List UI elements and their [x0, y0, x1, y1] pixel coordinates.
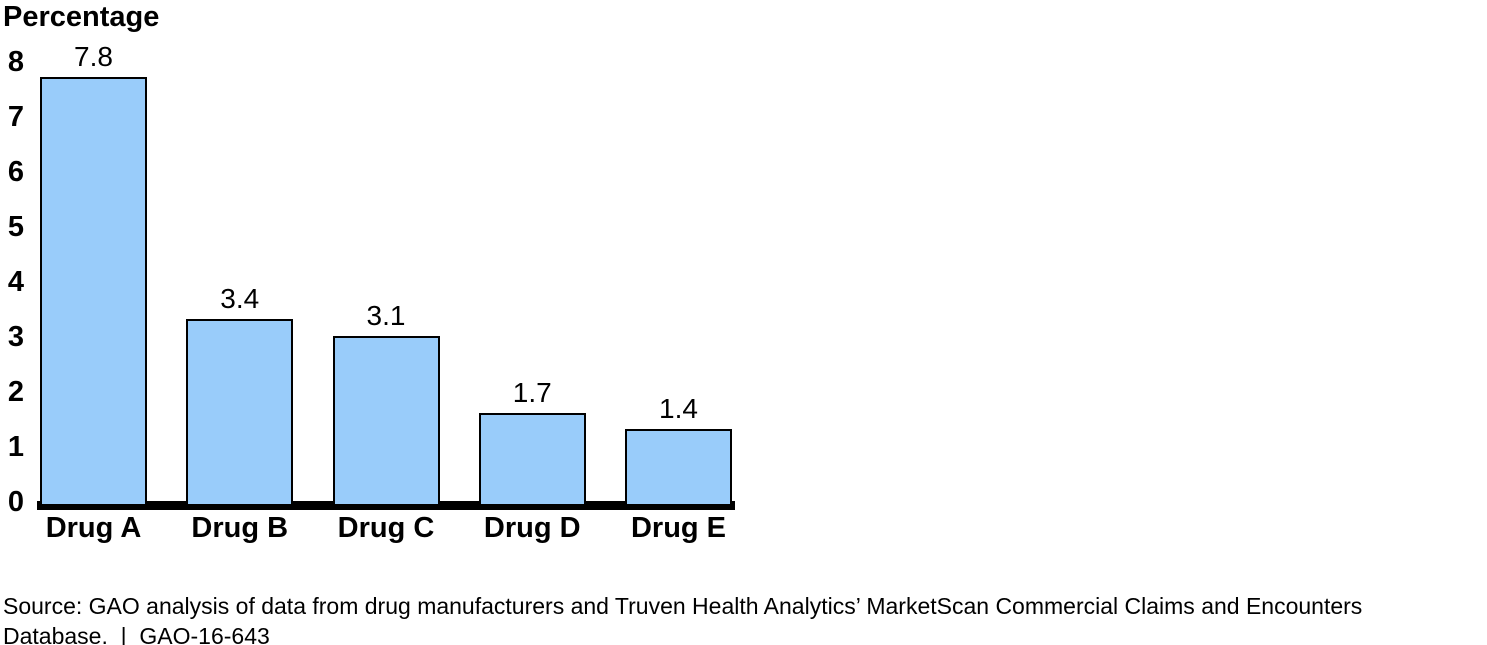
source-note: Source: GAO analysis of data from drug m…	[3, 591, 1481, 645]
source-note-line1: Source: GAO analysis of data from drug m…	[3, 593, 1363, 619]
y-tick-label: 2	[7, 376, 24, 408]
bar-drug-e	[625, 429, 732, 506]
x-category-label: Drug B	[191, 512, 289, 544]
y-tick-label: 5	[7, 211, 24, 243]
x-category-label: Drug A	[45, 512, 142, 544]
y-axis-title: Percentage	[3, 1, 160, 33]
y-tick-label: 0	[7, 486, 24, 518]
y-tick-label: 8	[7, 46, 24, 78]
bar-value-label: 1.7	[512, 376, 552, 408]
plot-area: 0 1 2 3 4 5 6 7 8 7.8 Drug A 3.4 Drug B 3.1 Drug C 1.7 D…	[0, 0, 800, 560]
bar-value-label: 1.4	[659, 393, 698, 424]
x-category-label: Drug D	[483, 512, 581, 544]
bar-drug-a	[40, 77, 147, 506]
bar-drug-d	[478, 412, 586, 506]
source-note-line2: Database. | GAO-16-643	[3, 623, 270, 645]
x-category-label: Drug C	[337, 512, 435, 544]
y-tick-label: 6	[7, 156, 24, 188]
y-tick-label: 3	[7, 321, 24, 353]
bar-value-label: 7.8	[74, 41, 113, 72]
bar-value-label: 3.4	[220, 283, 260, 314]
y-tick-label: 7	[7, 101, 24, 133]
bar-value-label: 3.1	[366, 299, 406, 331]
y-tick-label: 4	[7, 266, 24, 298]
y-tick-label: 1	[7, 431, 24, 463]
bar-drug-c	[332, 335, 440, 506]
x-category-label: Drug E	[630, 512, 727, 544]
bar-drug-b	[186, 319, 294, 506]
